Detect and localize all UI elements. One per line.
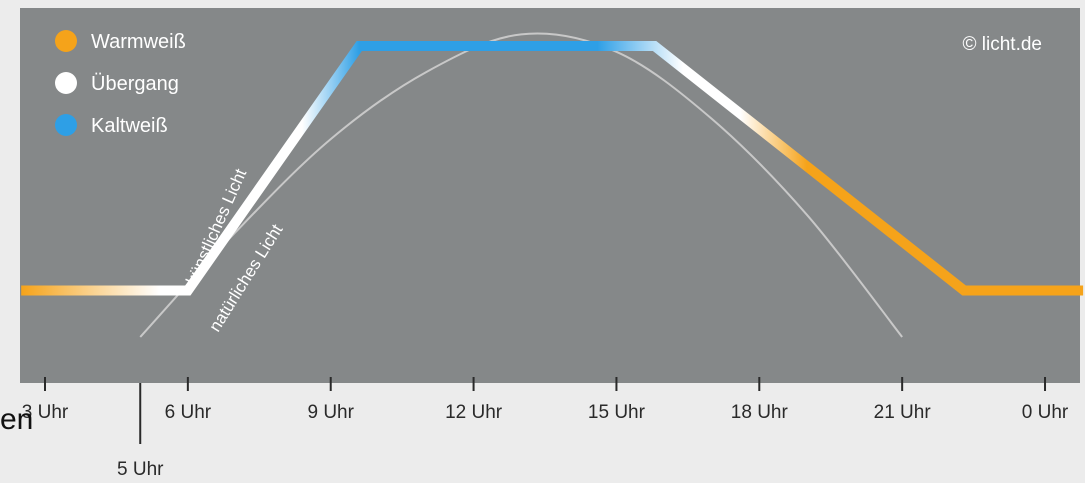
legend: Warmweiß Übergang Kaltweiß	[55, 30, 186, 137]
legend-swatch-0	[55, 30, 77, 52]
credit-text: © licht.de	[963, 34, 1042, 55]
legend-swatch-1	[55, 72, 77, 94]
x-tick-label-2: 9 Uhr	[307, 402, 354, 423]
x-tick-label-6: 21 Uhr	[874, 402, 932, 423]
clipped-text: en	[0, 403, 34, 436]
series-natural-line	[139, 32, 903, 338]
x-tick-label-7: 0 Uhr	[1022, 402, 1069, 423]
x-tick-label-5: 18 Uhr	[731, 402, 789, 423]
legend-label-1: Übergang	[91, 73, 179, 95]
marker-label: 5 Uhr	[117, 459, 164, 480]
x-axis: 3 Uhr 6 Uhr 9 Uhr 12 Uhr 15 Uhr 18 Uhr 21 Uhr 0…	[22, 377, 1069, 480]
series-artificial-line	[21, 41, 1084, 296]
x-tick-label-1: 6 Uhr	[165, 402, 212, 423]
plot-background	[20, 8, 1080, 383]
legend-label-2: Kaltweiß	[91, 115, 168, 137]
series-layer	[21, 32, 1084, 338]
legend-swatch-2	[55, 114, 77, 136]
x-tick-label-4: 15 Uhr	[588, 402, 646, 423]
x-tick-label-3: 12 Uhr	[445, 402, 503, 423]
x-tick-label-0: 3 Uhr	[22, 402, 69, 423]
legend-label-0: Warmweiß	[91, 31, 186, 53]
